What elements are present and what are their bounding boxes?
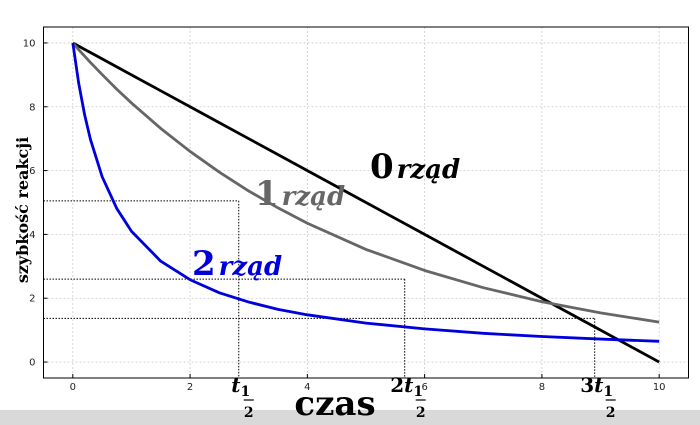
y-tick-label: 10: [23, 38, 36, 49]
y-tick-label: 8: [29, 102, 35, 113]
y-tick-label: 6: [29, 166, 35, 177]
y-tick-label: 4: [29, 230, 35, 241]
x-axis-label: czas: [294, 384, 375, 424]
grid: [43, 27, 689, 378]
half-life-symbol: t: [231, 373, 241, 397]
half-life-den: 2: [606, 405, 616, 421]
half-life-symbol: t: [404, 373, 414, 397]
series-label: 1 rząd: [255, 174, 345, 214]
series-word: rząd: [282, 182, 346, 212]
series-line: [71, 42, 660, 343]
x-tick-label: 2: [187, 382, 193, 393]
series-word: rząd: [397, 155, 461, 185]
half-life-num: 1: [241, 384, 251, 400]
half-life-num: 1: [603, 384, 613, 400]
series-line: [72, 41, 660, 364]
y-tick-label: 2: [29, 294, 35, 305]
half-life-prefix: 3: [580, 373, 594, 397]
half-life-den: 2: [244, 405, 254, 421]
series-order: 2: [192, 244, 216, 284]
bottom-bar: [0, 410, 700, 425]
half-life-label: 2t1: [390, 373, 423, 400]
series-line: [71, 42, 660, 324]
x-tick-label: 6: [421, 382, 427, 393]
series-order: 0: [370, 147, 394, 187]
half-life-symbol: t: [594, 373, 604, 397]
series-word: rząd: [219, 252, 283, 282]
series-label: 0 rząd: [370, 147, 460, 187]
x-tick-label: 8: [539, 382, 545, 393]
axes-frame: [43, 26, 689, 379]
y-axis-label: szybkość reakcji: [13, 137, 32, 283]
half-life-label: 3t1: [580, 373, 613, 400]
half-life-label: t1: [231, 373, 250, 400]
half-life-den: 2: [416, 405, 426, 421]
series-order: 1: [255, 174, 279, 214]
half-life-prefix: 2: [390, 373, 404, 397]
lines: [71, 41, 660, 364]
x-tick-label: 0: [70, 382, 76, 393]
y-tick-label: 0: [29, 358, 35, 369]
half-life-num: 1: [413, 384, 423, 400]
series-label: 2 rząd: [192, 244, 282, 284]
x-tick-label: 4: [304, 382, 310, 393]
x-tick-label: 10: [653, 382, 666, 393]
